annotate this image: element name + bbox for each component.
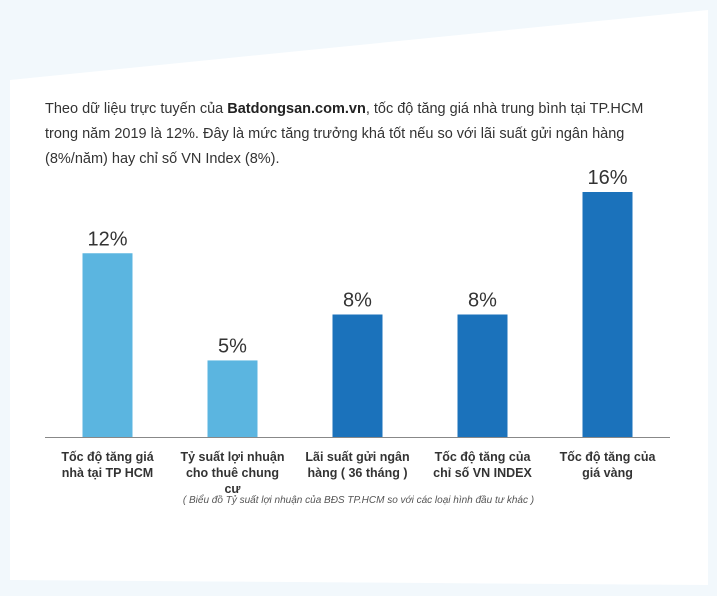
intro-paragraph: Theo dữ liệu trực tuyến của Batdongsan.c…: [45, 97, 680, 172]
category-label-line: Lãi suất gửi ngân: [305, 450, 409, 464]
category-label-line: cho thuê chung: [186, 466, 279, 480]
category-label-1: Tỷ suất lợi nhuận cho thuê chung cư: [180, 450, 284, 496]
category-label-line: giá vàng: [582, 466, 633, 480]
category-label-line: cư: [224, 482, 241, 496]
chart-caption: ( Biểu đồ Tỷ suất lợi nhuận của BĐS TP.H…: [182, 495, 535, 506]
bar-1: [207, 360, 258, 437]
category-label-line: hàng ( 36 tháng ): [308, 466, 408, 480]
bar-2: [332, 314, 383, 437]
value-label-2: 8%: [343, 290, 372, 312]
category-label-line: chỉ số VN INDEX: [433, 466, 532, 480]
value-label-4: 16%: [587, 167, 627, 189]
intro-prefix: Theo dữ liệu trực tuyến của: [45, 101, 228, 117]
category-label-line: Tốc độ tăng của: [560, 450, 657, 464]
value-label-3: 8%: [468, 290, 497, 312]
category-label-2: Lãi suất gửi ngân hàng ( 36 tháng ): [305, 450, 409, 480]
category-label-line: Tỷ suất lợi nhuận: [180, 450, 284, 464]
bar-0: [82, 253, 133, 437]
bar-4: [582, 192, 633, 437]
intro-suffix: , tốc độ tăng giá nhà trung bình tại TP.…: [45, 101, 644, 167]
category-label-line: Tốc độ tăng giá: [61, 450, 153, 464]
category-label-4: Tốc độ tăng của giá vàng: [560, 450, 657, 480]
content-card: [10, 10, 708, 585]
value-label-1: 5%: [218, 335, 247, 357]
category-label-0: Tốc độ tăng giá nhà tại TP HCM: [61, 450, 153, 480]
bar-3: [457, 314, 508, 437]
category-label-line: Tốc độ tăng của: [435, 450, 532, 464]
value-label-0: 12%: [87, 228, 127, 250]
category-label-line: nhà tại TP HCM: [62, 466, 153, 480]
category-label-3: Tốc độ tăng của chỉ số VN INDEX: [433, 450, 532, 480]
intro-site-name: Batdongsan.com.vn: [227, 101, 366, 117]
